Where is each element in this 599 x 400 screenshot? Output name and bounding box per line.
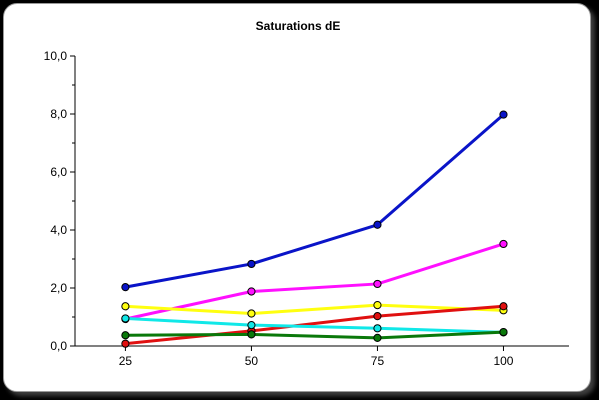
data-point: [499, 110, 508, 119]
x-tick-label: 75: [371, 354, 385, 368]
x-tick-label: 25: [119, 354, 133, 368]
data-point: [247, 259, 256, 269]
data-point: [373, 220, 382, 229]
data-point: [121, 283, 130, 292]
data-point: [373, 324, 382, 333]
series-line: [125, 330, 504, 340]
series-line: [125, 113, 505, 289]
data-point: [499, 327, 508, 337]
data-point: [121, 314, 130, 323]
y-tick-label: 10,0: [44, 49, 68, 63]
x-tick-label: 100: [493, 354, 513, 368]
series-line: [125, 316, 504, 334]
series-2: [121, 301, 508, 318]
data-point: [373, 312, 382, 321]
data-point: [499, 302, 508, 311]
y-tick-label: 6,0: [50, 165, 67, 179]
x-tick-label: 50: [245, 354, 259, 368]
axes: 0,0 2,0 4,0 6,0 8,0 10,0 25 50 75 100: [44, 49, 569, 368]
data-point: [121, 339, 130, 348]
data-point: [247, 321, 256, 330]
y-tick-label: 8,0: [50, 107, 67, 121]
series-line: [125, 242, 504, 321]
data-point: [121, 302, 130, 311]
y-tick-label: 0,0: [50, 339, 67, 353]
data-point: [373, 333, 382, 342]
series-group: [121, 110, 508, 348]
series-0: [121, 110, 508, 292]
data-point: [373, 301, 382, 310]
series-4: [121, 314, 508, 337]
data-point: [247, 309, 256, 318]
series-5: [121, 327, 508, 342]
data-point: [499, 239, 508, 249]
data-point: [247, 287, 256, 296]
chart-title: Saturations dE: [256, 19, 341, 33]
series-line: [125, 304, 504, 346]
data-point: [373, 279, 382, 289]
y-tick-label: 4,0: [50, 223, 67, 237]
series-line: [125, 303, 504, 316]
data-point: [247, 330, 256, 339]
y-tick-label: 2,0: [50, 281, 67, 295]
data-point: [121, 331, 130, 340]
